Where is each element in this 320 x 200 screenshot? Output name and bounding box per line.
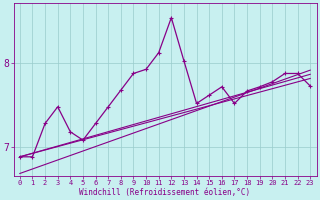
- X-axis label: Windchill (Refroidissement éolien,°C): Windchill (Refroidissement éolien,°C): [79, 188, 251, 197]
